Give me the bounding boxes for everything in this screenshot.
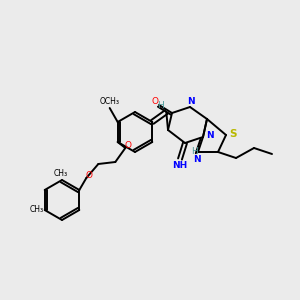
Text: CH₃: CH₃: [54, 169, 68, 178]
Text: O: O: [125, 140, 132, 149]
Text: H: H: [192, 146, 198, 155]
Text: H: H: [157, 100, 164, 109]
Text: OCH₃: OCH₃: [100, 98, 120, 106]
Text: NH: NH: [172, 161, 188, 170]
Text: N: N: [193, 154, 201, 164]
Text: S: S: [229, 129, 237, 139]
Text: N: N: [206, 131, 214, 140]
Text: N: N: [187, 97, 195, 106]
Text: O: O: [86, 170, 93, 179]
Text: CH₃: CH₃: [30, 206, 44, 214]
Text: O: O: [152, 97, 158, 106]
